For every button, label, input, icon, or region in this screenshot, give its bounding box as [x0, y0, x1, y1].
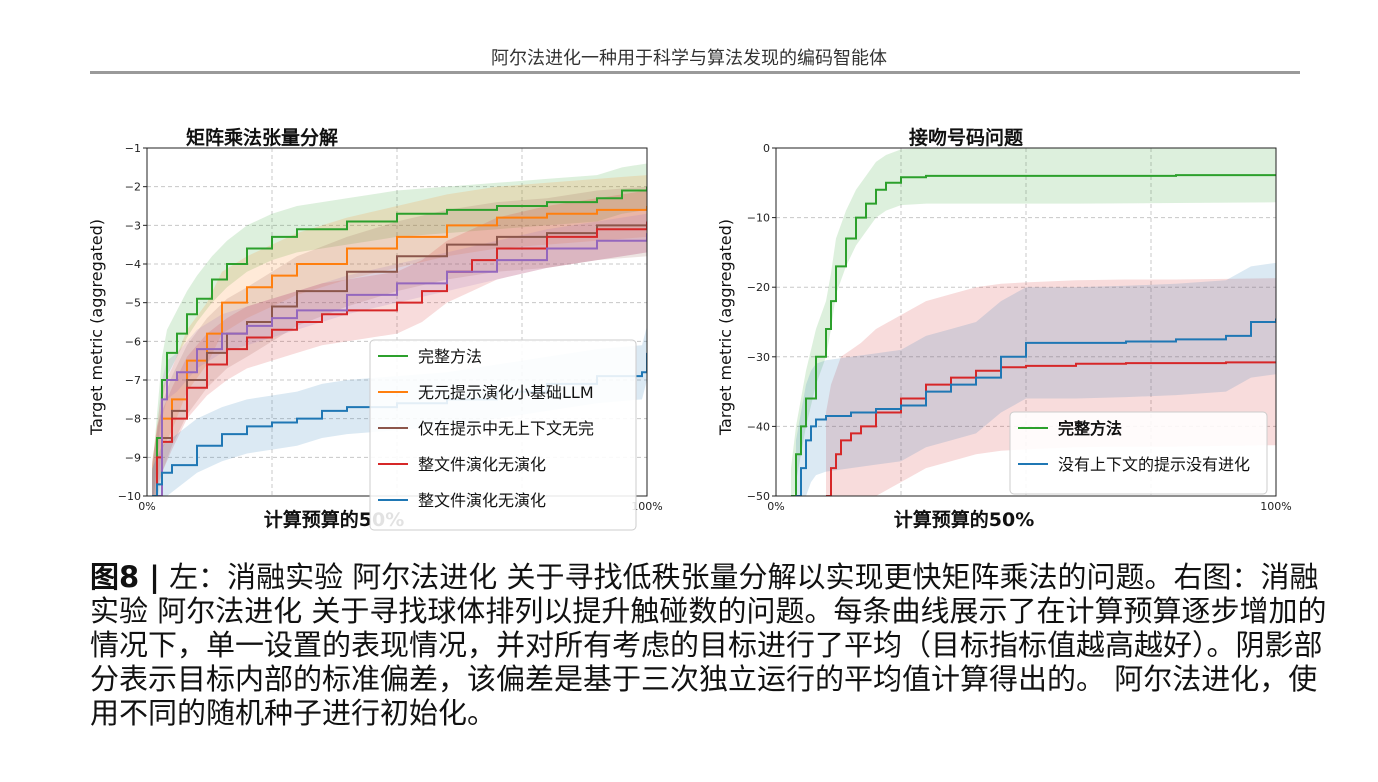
y-tick-label: −1 [125, 142, 141, 155]
legend-label: 仅在提示中无上下文无完 [418, 419, 594, 438]
legend-box [369, 339, 637, 531]
y-tick-label: −7 [125, 374, 141, 387]
y-tick-label: −50 [747, 490, 770, 503]
y-tick-label: −2 [125, 181, 141, 194]
caption-label: 图8 | [90, 560, 160, 594]
series-band-2 [152, 175, 647, 496]
y-tick-label: −30 [747, 351, 770, 364]
x-axis-label: 计算预算的50% [894, 508, 1034, 531]
caption-text: 左：消融实验 阿尔法进化 关于寻找低秩张量分解以实现更快矩阵乘法的问题。右图：消… [90, 560, 1327, 730]
series-band-1 [152, 163, 647, 496]
series-line-4 [152, 221, 647, 496]
figure-caption: 图8 | 左：消融实验 阿尔法进化 关于寻找低秩张量分解以实现更快矩阵乘法的问题… [90, 560, 1340, 730]
legend-label: 整文件演化无演化 [418, 491, 546, 510]
series-band-3 [796, 262, 1276, 496]
legend-label: 没有上下文的提示没有进化 [1058, 455, 1250, 474]
y-tick-label: −20 [747, 281, 770, 294]
series-lines [791, 174, 1276, 496]
y-tick-label: −9 [125, 451, 141, 464]
series-line-2 [826, 361, 1276, 496]
legend-label: 无元提示演化小基础LLM [418, 383, 594, 402]
y-tick-label: −6 [125, 335, 141, 348]
chart-title: 接吻号码问题 [909, 126, 1023, 149]
figure-plots: −1−2−3−4−5−6−7−8−9−100% 100%矩阵乘法张量分解计算预算的… [87, 126, 1292, 531]
x-tick-label: 0% [767, 500, 784, 513]
y-tick-label: −10 [118, 490, 141, 503]
y-tick-label: −4 [125, 258, 141, 271]
series-band-1 [791, 148, 1276, 496]
legend-label: 完整方法 [1058, 419, 1122, 438]
y-axis-label: Target metric (aggregated) [87, 219, 106, 436]
header-rule [90, 71, 1300, 74]
y-tick-label: −3 [125, 219, 141, 232]
y-tick-label: −40 [747, 420, 770, 433]
page-header: 阿尔法进化一种用于科学与算法发现的编码智能体 [491, 48, 887, 69]
y-tick-label: 0 [763, 142, 770, 155]
chart-1: −1 −2 −3 −4 −5 −6 −7 −8 −9 −100% 100% 矩阵乘法张量分解计算预算的… [87, 126, 663, 531]
y-tick-label: −5 [125, 297, 141, 310]
x-axis-label: 计算预算的50% [264, 508, 404, 531]
legend-box [1009, 411, 1268, 495]
series-band-3 [152, 186, 647, 496]
legend-label: 整文件演化无演化 [418, 455, 546, 474]
legend-label: 完整方法 [418, 347, 482, 366]
chart-title: 矩阵乘法张量分解 [186, 126, 338, 149]
y-tick-label: −8 [125, 413, 141, 426]
series-line-1 [791, 174, 1276, 496]
plot-frame [775, 147, 1277, 497]
series-line-1 [152, 186, 647, 496]
series-band-4 [152, 190, 647, 496]
y-axis-label: Target metric (aggregated) [716, 219, 735, 436]
x-tick-label: 100% [1260, 500, 1291, 513]
series-line-3 [796, 318, 1276, 496]
y-tick-label: −10 [747, 212, 770, 225]
x-tick-label: 100% [631, 500, 662, 513]
x-tick-label: 0% [138, 500, 155, 513]
series-line-5 [152, 233, 647, 496]
series-lines [152, 186, 647, 496]
